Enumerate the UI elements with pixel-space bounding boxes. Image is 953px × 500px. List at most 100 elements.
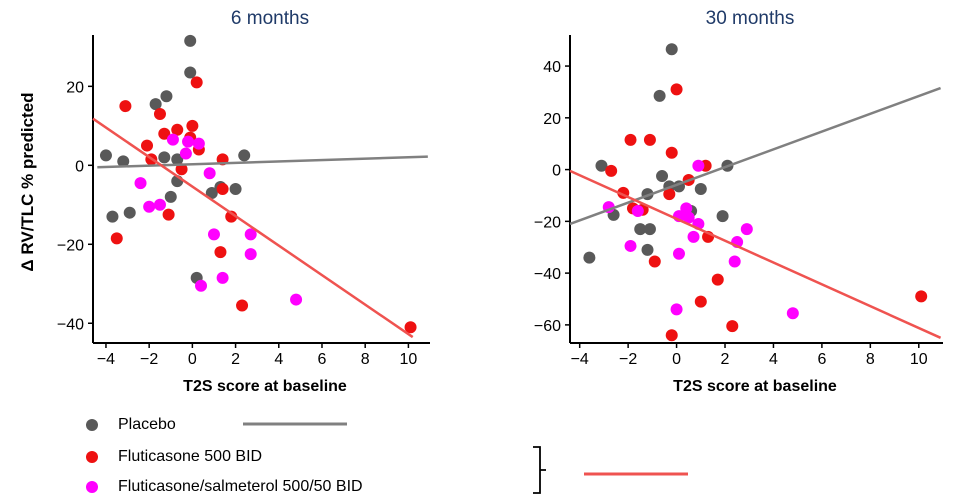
left-point-placebo xyxy=(149,98,162,111)
right-point-placebo xyxy=(653,89,666,102)
left-point-placebo xyxy=(205,186,218,199)
left-point-fluticasone-salmeterol xyxy=(134,177,147,190)
left-y-tick-label: −20 xyxy=(57,237,84,254)
right-y-tick-label: 0 xyxy=(552,163,561,180)
right-x-tick-label: −4 xyxy=(571,351,589,368)
left-point-fluticasone xyxy=(110,232,123,245)
left-point-placebo xyxy=(238,149,251,162)
right-point-fluticasone xyxy=(643,133,656,146)
left-point-fluticasone xyxy=(225,210,238,223)
left-x-tick-label: 0 xyxy=(188,351,197,368)
left-point-fluticasone-salmeterol xyxy=(182,135,195,148)
left-regression-line-fluticasone xyxy=(92,117,414,339)
right-point-placebo xyxy=(694,183,707,195)
right-point-fluticasone-salmeterol xyxy=(692,159,705,172)
left-point-placebo xyxy=(158,151,171,164)
left-regression-line-placebo xyxy=(97,155,428,169)
legend-label-fluticasone-salmeterol: Fluticasone/salmeterol 500/50 BID xyxy=(118,478,363,495)
left-x-tick-label: −4 xyxy=(97,351,115,368)
left-y-tick-label: 0 xyxy=(75,158,84,175)
left-point-fluticasone-salmeterol xyxy=(153,198,166,211)
left-point-fluticasone-salmeterol xyxy=(192,137,205,150)
right-point-fluticasone xyxy=(624,133,637,146)
left-x-tick-label: 8 xyxy=(361,351,370,368)
left-point-placebo xyxy=(184,66,197,79)
right-point-fluticasone-salmeterol xyxy=(624,239,637,252)
left-point-fluticasone-salmeterol xyxy=(143,200,156,213)
x-axis-title-left: T2S score at baseline xyxy=(183,378,347,395)
left-point-placebo xyxy=(184,34,197,47)
left-point-fluticasone-salmeterol xyxy=(207,228,220,241)
left-y-tick-label: −40 xyxy=(57,316,84,333)
right-point-fluticasone xyxy=(670,83,683,96)
right-regression-line-fluticasone xyxy=(569,169,942,339)
right-point-fluticasone-salmeterol xyxy=(740,223,753,236)
right-point-fluticasone xyxy=(726,320,739,333)
left-point-placebo xyxy=(99,149,112,162)
legend-label-fluticasone: Fluticasone 500 BID xyxy=(118,448,263,465)
right-point-fluticasone-salmeterol xyxy=(786,307,799,320)
right-point-placebo xyxy=(665,43,678,56)
left-point-fluticasone xyxy=(175,163,188,176)
left-point-fluticasone xyxy=(190,76,203,89)
legend-item-placebo: Placebo xyxy=(86,416,176,434)
right-x-tick-label: 6 xyxy=(817,351,826,368)
right-y-tick-label: 20 xyxy=(543,111,561,128)
left-point-fluticasone xyxy=(119,100,132,113)
left-point-fluticasone xyxy=(153,107,166,120)
left-point-placebo xyxy=(229,183,242,195)
right-x-tick-label: 10 xyxy=(910,351,928,368)
right-point-fluticasone-salmeterol xyxy=(680,202,693,215)
right-point-placebo xyxy=(643,223,656,236)
left-point-placebo xyxy=(164,190,177,203)
right-x-tick-label: 4 xyxy=(769,351,778,368)
left-x-tick-label: 10 xyxy=(399,351,417,368)
right-x-tick-label: 0 xyxy=(672,351,681,368)
right-x-tick-label: 8 xyxy=(866,351,875,368)
right-y-tick-label: −20 xyxy=(534,214,561,231)
right-point-fluticasone xyxy=(711,273,724,286)
right-point-fluticasone-salmeterol xyxy=(728,255,741,268)
right-y-tick-label: −40 xyxy=(534,266,561,283)
left-point-fluticasone xyxy=(236,299,249,312)
right-point-placebo xyxy=(583,251,596,264)
left-x-tick-label: 6 xyxy=(318,351,327,368)
right-point-placebo xyxy=(595,159,608,172)
left-point-fluticasone xyxy=(216,183,229,195)
left-point-fluticasone-salmeterol xyxy=(244,248,257,261)
panel-title-6-months: 6 months xyxy=(230,8,310,29)
left-point-placebo xyxy=(117,155,130,168)
x-axis-title-right: T2S score at baseline xyxy=(673,378,837,395)
right-point-fluticasone xyxy=(694,295,707,308)
left-point-fluticasone xyxy=(171,123,184,136)
left-x-tick-label: 2 xyxy=(231,351,240,368)
left-point-placebo xyxy=(123,206,136,219)
right-point-placebo xyxy=(641,243,654,256)
right-x-tick-label: 2 xyxy=(721,351,730,368)
left-point-fluticasone xyxy=(162,208,175,221)
panel-title-30-months: 30 months xyxy=(705,8,795,29)
legend-dot-placebo xyxy=(86,419,98,431)
legend-dot-fluticasone-salmeterol xyxy=(86,481,98,493)
legend-label-placebo: Placebo xyxy=(118,416,176,433)
left-point-fluticasone-salmeterol xyxy=(290,293,303,306)
right-point-fluticasone-salmeterol xyxy=(687,230,700,243)
right-point-fluticasone-salmeterol xyxy=(682,211,695,224)
left-point-placebo xyxy=(106,210,119,223)
right-point-fluticasone xyxy=(915,290,928,303)
legend-dot-fluticasone xyxy=(86,451,98,463)
right-point-fluticasone-salmeterol xyxy=(670,303,683,316)
right-point-fluticasone-salmeterol xyxy=(631,205,644,217)
left-point-fluticasone-salmeterol xyxy=(203,167,216,180)
left-y-tick-label: 20 xyxy=(66,79,84,96)
left-point-fluticasone-salmeterol xyxy=(216,271,229,284)
right-point-placebo xyxy=(634,223,647,236)
right-x-tick-label: −2 xyxy=(619,351,637,368)
right-point-fluticasone xyxy=(665,146,678,159)
right-regression-line-placebo xyxy=(569,86,942,226)
right-point-placebo xyxy=(656,170,669,183)
left-point-fluticasone xyxy=(141,139,154,152)
right-y-tick-label: −60 xyxy=(534,318,561,335)
left-point-fluticasone-salmeterol xyxy=(195,279,208,292)
